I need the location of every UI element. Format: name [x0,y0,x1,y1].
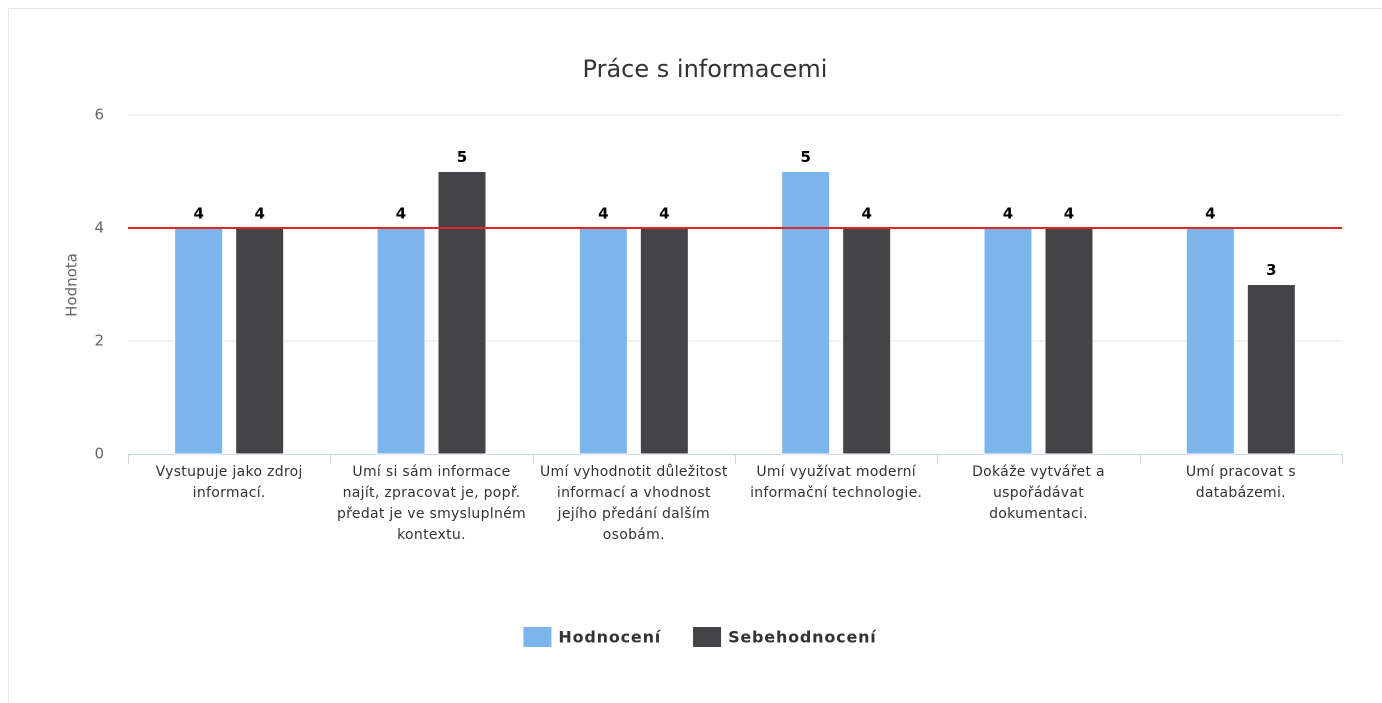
legend-marker [523,627,552,647]
bar [1044,227,1094,455]
data-label: 4 [1064,205,1074,223]
legend-marker [693,627,722,647]
x-tick-label: Umí si sám informace najít, zpracovat je… [336,464,526,543]
data-label: 4 [396,205,406,223]
data-label: 5 [457,148,467,166]
y-tick-label: 4 [94,219,104,237]
data-label: 3 [1266,261,1276,279]
data-label: 4 [254,205,264,223]
data-label: 4 [1205,205,1215,223]
data-label: 5 [800,148,810,166]
bar [639,227,689,455]
data-label: 4 [598,205,608,223]
bar [781,171,831,455]
x-tick-label: Vystupuje jako zdroj informací. [155,464,303,501]
bar [235,227,285,455]
y-tick-label: 6 [94,106,104,124]
bar [578,227,628,455]
data-label: 4 [1003,205,1013,223]
x-tick-label: Umí pracovat s databázemi. [1185,464,1296,501]
bar [983,227,1033,455]
data-label: 4 [659,205,669,223]
bar [437,171,487,455]
bar [842,227,892,455]
bar [1246,284,1296,455]
y-tick-label: 0 [94,445,104,463]
data-label: 4 [193,205,203,223]
bar [376,227,426,455]
x-tick-label: Umí vyhodnotit důležitost informací a vh… [539,464,728,543]
data-label: 4 [861,205,871,223]
legend-label: Sebehodnocení [728,628,877,647]
y-tick-label: 2 [94,332,104,350]
chart-title: Práce s informacemi [583,55,828,83]
legend-label: Hodnocení [558,628,661,647]
bar [174,227,224,455]
bar [1185,227,1235,455]
x-tick-label: Dokáže vytvářet a uspořádávat dokumentac… [972,464,1105,522]
y-axis-title: Hodnota [63,253,81,317]
x-tick-label: Umí využívat moderní informační technolo… [750,464,923,501]
